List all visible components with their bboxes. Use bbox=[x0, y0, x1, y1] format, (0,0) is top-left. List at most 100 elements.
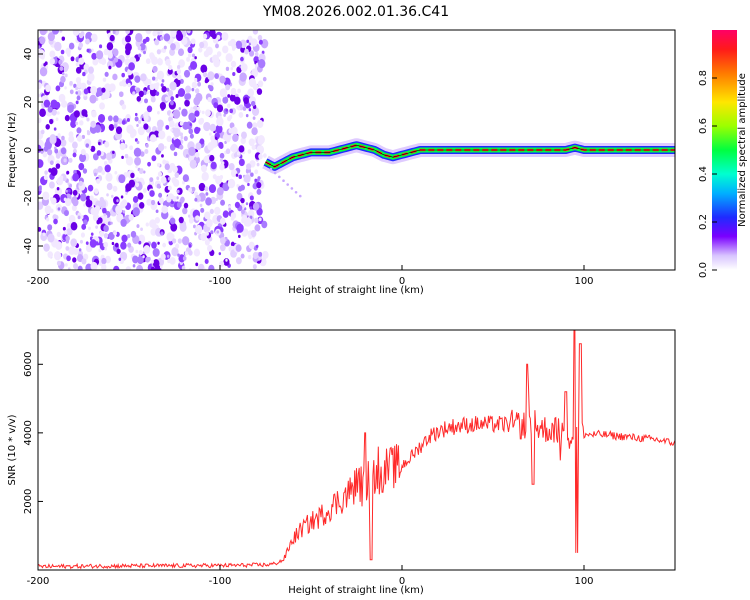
noise-blob bbox=[39, 108, 46, 118]
noise-blob bbox=[49, 50, 56, 58]
noise-blob bbox=[50, 167, 58, 177]
noise-blob bbox=[101, 87, 106, 93]
noise-blob bbox=[169, 112, 174, 118]
noise-blob bbox=[254, 217, 259, 224]
noise-blob bbox=[183, 135, 188, 142]
noise-blob bbox=[65, 246, 70, 251]
noise-blob bbox=[169, 257, 176, 265]
noise-blob bbox=[204, 211, 211, 220]
noise-blob bbox=[235, 257, 242, 265]
noise-blob bbox=[152, 76, 156, 81]
noise-blob bbox=[207, 71, 215, 81]
noise-blob bbox=[149, 190, 155, 197]
noise-blob bbox=[38, 227, 42, 232]
noise-blob bbox=[199, 41, 205, 49]
noise-blob bbox=[67, 189, 71, 193]
noise-blob bbox=[81, 134, 85, 140]
noise-blob bbox=[188, 112, 196, 122]
noise-blob bbox=[248, 234, 253, 240]
noise-blob bbox=[249, 206, 253, 210]
noise-blob bbox=[183, 69, 191, 78]
noise-blob bbox=[101, 257, 107, 265]
noise-blob bbox=[200, 64, 208, 74]
noise-blob bbox=[167, 90, 174, 97]
noise-blob bbox=[230, 60, 237, 68]
noise-blob bbox=[47, 251, 53, 259]
noise-blob bbox=[94, 124, 101, 133]
noise-blob bbox=[90, 120, 97, 128]
noise-blob bbox=[169, 81, 177, 91]
noise-blob bbox=[238, 158, 245, 167]
noise-blob bbox=[105, 172, 113, 182]
noise-blob bbox=[160, 231, 164, 236]
noise-blob bbox=[192, 224, 196, 229]
noise-blob bbox=[236, 151, 241, 156]
noise-blob bbox=[228, 128, 233, 134]
noise-blob bbox=[158, 192, 163, 198]
noise-blob bbox=[203, 157, 207, 162]
noise-blob bbox=[194, 197, 198, 202]
ridge-tail-dot bbox=[290, 187, 294, 190]
noise-blob bbox=[112, 73, 118, 81]
noise-blob bbox=[163, 45, 167, 50]
noise-blob bbox=[42, 191, 50, 201]
noise-blob bbox=[60, 147, 67, 155]
noise-blob bbox=[66, 170, 70, 175]
snr-x-label: Height of straight line (km) bbox=[288, 585, 424, 596]
noise-blob bbox=[72, 257, 77, 263]
noise-blob bbox=[104, 141, 110, 148]
noise-blob bbox=[111, 194, 114, 198]
noise-blob bbox=[150, 96, 156, 103]
noise-blob bbox=[79, 120, 84, 126]
noise-blob bbox=[108, 231, 115, 240]
noise-blob bbox=[229, 108, 234, 114]
noise-blob bbox=[188, 244, 192, 248]
noise-blob bbox=[138, 250, 143, 256]
noise-blob bbox=[125, 35, 132, 43]
noise-blob bbox=[171, 247, 179, 257]
noise-blob bbox=[80, 193, 87, 202]
noise-blob bbox=[75, 121, 79, 126]
noise-blob bbox=[76, 90, 82, 97]
noise-blob bbox=[91, 110, 97, 118]
noise-blob bbox=[60, 75, 66, 83]
noise-blob bbox=[125, 266, 132, 270]
noise-blob bbox=[67, 182, 70, 186]
ridge-tail-dot bbox=[282, 179, 285, 183]
noise-blob bbox=[198, 109, 202, 113]
noise-blob bbox=[240, 56, 244, 62]
colorbar-label: Normalized spectral amplitude bbox=[737, 73, 748, 227]
noise-blob bbox=[38, 93, 41, 98]
noise-blob bbox=[135, 87, 141, 94]
noise-blob bbox=[47, 233, 55, 243]
noise-blob bbox=[46, 217, 50, 222]
noise-blob bbox=[167, 258, 171, 264]
noise-blob bbox=[163, 33, 171, 42]
noise-blob bbox=[144, 98, 148, 104]
noise-blob bbox=[240, 253, 245, 259]
colorbar-tick-label: 0.4 bbox=[698, 166, 709, 182]
noise-blob bbox=[53, 218, 58, 225]
noise-blob bbox=[165, 58, 171, 66]
noise-blob bbox=[143, 170, 146, 174]
noise-blob bbox=[166, 195, 172, 203]
snr-panel: -200 -100 0 100 2000 4000 6000 Height of stra… bbox=[7, 329, 676, 596]
noise-blob bbox=[98, 141, 101, 146]
noise-blob bbox=[228, 114, 233, 120]
noise-blob bbox=[230, 169, 238, 178]
noise-blob bbox=[240, 137, 246, 145]
noise-blob bbox=[157, 171, 163, 177]
spectrogram-x-tick-label: -200 bbox=[27, 276, 50, 287]
noise-blob bbox=[132, 207, 140, 217]
noise-blob bbox=[53, 127, 57, 131]
noise-blob bbox=[75, 86, 79, 91]
spectrogram-y-ticks: 40 20 0 -20 -40 bbox=[23, 48, 43, 254]
noise-blob bbox=[76, 95, 81, 101]
noise-blob bbox=[158, 130, 166, 140]
noise-blob bbox=[216, 104, 224, 113]
noise-blob bbox=[125, 192, 128, 196]
noise-blob bbox=[63, 197, 67, 202]
spectrogram-y-label: Frequency (Hz) bbox=[7, 112, 18, 188]
noise-blob bbox=[143, 245, 151, 254]
noise-blob bbox=[164, 163, 170, 171]
